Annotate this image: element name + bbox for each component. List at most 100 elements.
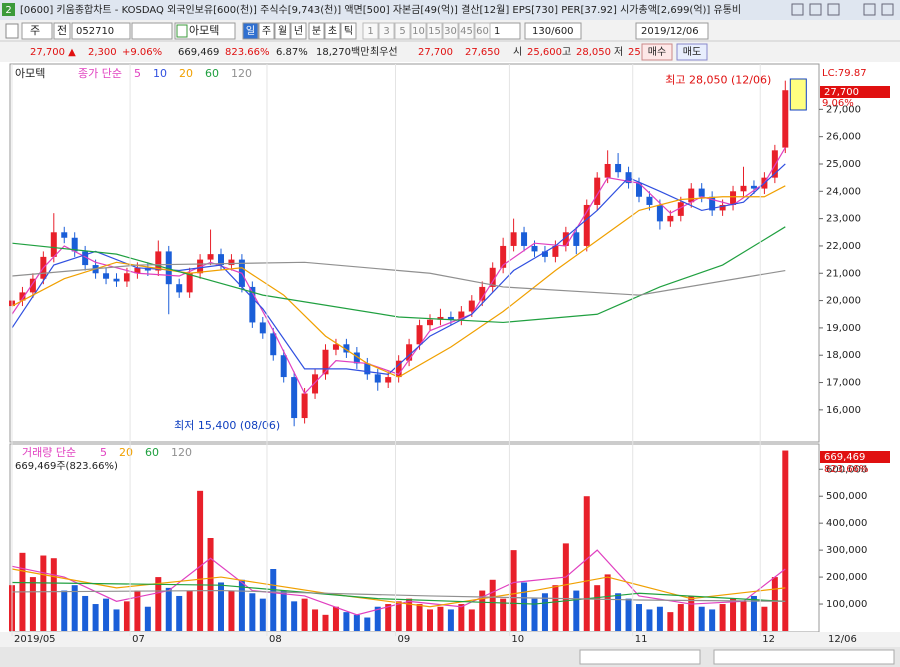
highlight-box <box>789 78 807 111</box>
candle-body <box>186 273 193 293</box>
volume-bar <box>291 601 298 631</box>
interval-button[interactable] <box>442 22 459 40</box>
unit-button[interactable] <box>308 22 325 40</box>
volume-bar <box>782 450 789 631</box>
minimize[interactable] <box>863 3 876 16</box>
unit-button[interactable] <box>324 22 341 40</box>
candle-body <box>322 349 329 375</box>
y-tick-label: 100,000 <box>826 599 867 610</box>
candle-body <box>207 254 214 260</box>
icon[interactable] <box>5 23 19 39</box>
change-rate: +9.06% <box>122 47 162 58</box>
volume-bar <box>656 606 663 631</box>
volume-bar <box>144 606 151 631</box>
name-box[interactable] <box>174 22 236 40</box>
mode: 전 <box>57 24 67 37</box>
interval-button[interactable] <box>426 22 443 40</box>
unit-button[interactable] <box>340 22 357 40</box>
open: 25,600 <box>527 47 562 58</box>
volume-bar <box>667 612 674 631</box>
y-tick-label: 19,000 <box>826 323 861 334</box>
price-label-box <box>820 86 890 98</box>
select[interactable] <box>21 22 53 40</box>
interval-button[interactable] <box>458 22 475 40</box>
interval-button[interactable] <box>410 22 427 40</box>
zoom-controls[interactable] <box>713 649 895 665</box>
interval-button[interactable] <box>378 22 395 40</box>
volume-summary: 669,469주(823.66%) <box>15 461 118 472</box>
buy-button[interactable] <box>641 43 673 61</box>
candle-body <box>280 355 287 378</box>
count: 130/600 <box>532 26 574 37</box>
count-box[interactable] <box>524 22 582 40</box>
x-tick-label: 07 <box>132 634 145 645</box>
volume-bar <box>228 590 235 631</box>
unit-button[interactable] <box>290 22 307 40</box>
low-label: 저 <box>614 46 623 58</box>
volume-bar <box>427 609 433 631</box>
volume-bar <box>510 550 517 631</box>
x-tick-label: 10 <box>511 634 524 645</box>
pane-label: 아모텍 <box>15 67 45 80</box>
date-box[interactable] <box>635 22 709 40</box>
button[interactable] <box>53 22 71 40</box>
icon <box>176 24 188 38</box>
unit-button[interactable] <box>274 22 291 40</box>
open-label: 시 <box>513 46 522 58</box>
volume-bar <box>437 606 444 631</box>
high: 28,050 <box>576 47 611 58</box>
candle-body <box>82 251 89 266</box>
volume-bar <box>395 601 402 631</box>
scroll-controls[interactable] <box>579 649 701 665</box>
candle-body <box>740 185 747 192</box>
code-input[interactable] <box>71 22 131 40</box>
unit-label: 분 <box>312 25 321 37</box>
candle-body <box>144 267 151 271</box>
volume-bar <box>301 598 308 631</box>
candle-body <box>667 215 674 222</box>
title-bar <box>0 0 900 20</box>
ma-line <box>11 147 786 395</box>
candle-body <box>134 267 141 274</box>
x-tick-label: 2019/05 <box>14 634 56 645</box>
ma-line <box>11 226 786 324</box>
candle-body <box>343 344 350 353</box>
volume-bar <box>688 595 695 631</box>
candle-body <box>259 322 266 334</box>
y-tick-label: 21,000 <box>826 268 861 279</box>
bid: 27,650 <box>465 47 500 58</box>
unit-button[interactable] <box>258 22 275 40</box>
close[interactable] <box>881 3 894 16</box>
icon[interactable] <box>809 3 822 16</box>
volume-bar <box>489 579 496 631</box>
candle-body <box>552 245 559 257</box>
unit-button[interactable] <box>242 22 259 40</box>
volume-bar <box>249 593 256 631</box>
sell-button[interactable] <box>676 43 708 61</box>
candle-body <box>270 333 277 356</box>
window-buttons[interactable] <box>791 3 894 16</box>
volume-bar <box>238 579 245 631</box>
button[interactable] <box>131 22 173 40</box>
candle-body <box>406 344 413 361</box>
interval-button[interactable] <box>394 22 411 40</box>
volume-bar <box>103 598 110 631</box>
volume-bar <box>259 598 266 631</box>
interval-button[interactable] <box>362 22 379 40</box>
interval-label: 45 <box>460 26 473 37</box>
y-tick-label: 20,000 <box>826 296 861 307</box>
annotation: 최저 15,400 (08/06) <box>174 419 280 432</box>
interval-button[interactable] <box>474 22 491 40</box>
interval-label: 30 <box>444 26 457 37</box>
volume-bar <box>82 595 89 631</box>
icon[interactable] <box>791 3 804 16</box>
interval-label: 5 <box>399 26 405 37</box>
volume-bar <box>123 601 130 631</box>
volume-bar <box>468 609 475 631</box>
candle-body <box>479 286 486 301</box>
volume-bar <box>364 617 371 631</box>
candle-body <box>364 363 371 375</box>
legend-title: 거래량 단순 <box>22 446 76 459</box>
change: 2,300 <box>88 47 117 58</box>
icon[interactable] <box>827 3 840 16</box>
